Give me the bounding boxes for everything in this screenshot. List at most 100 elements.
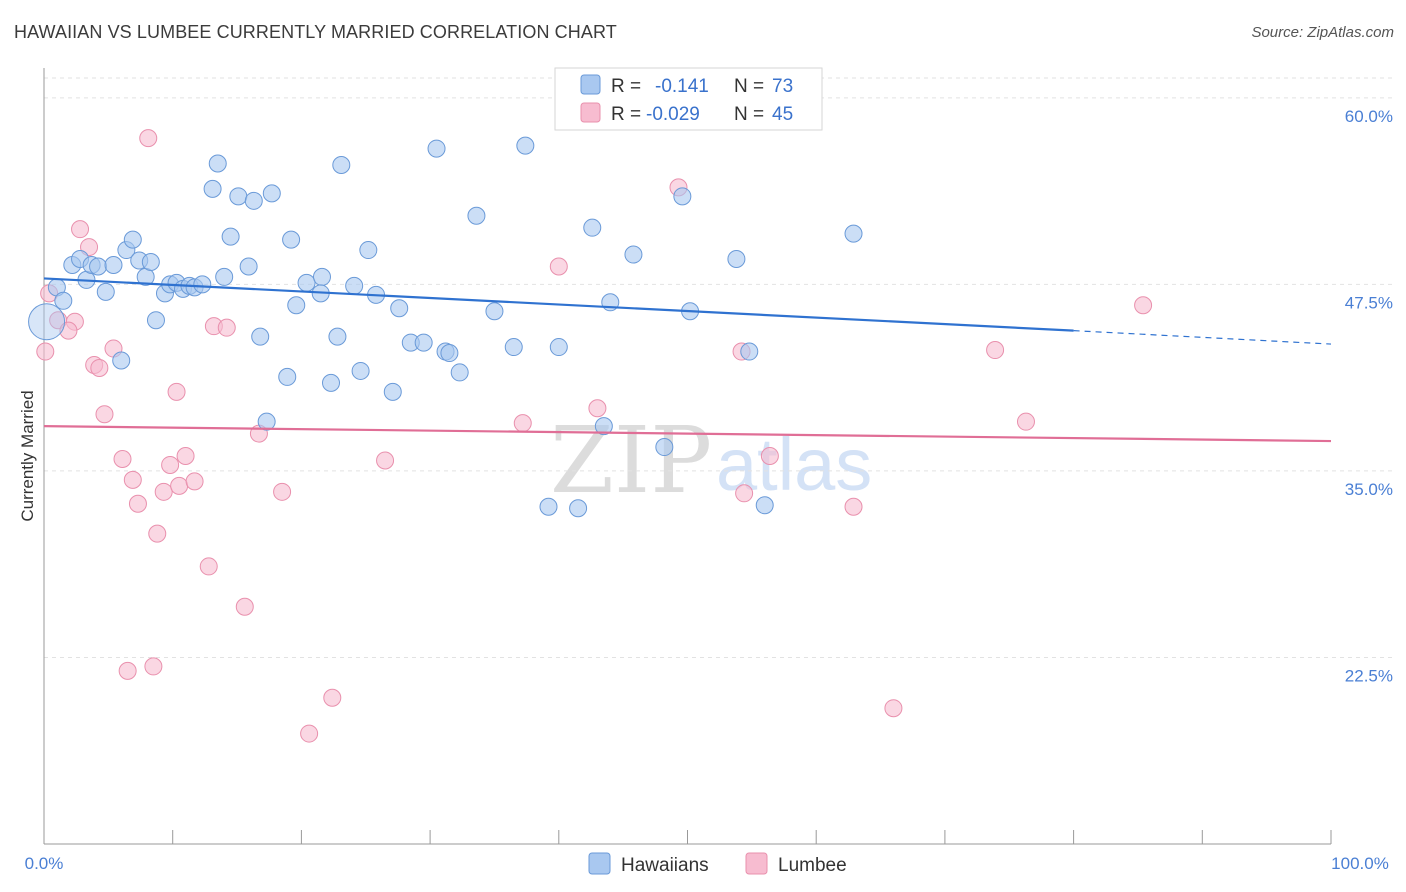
lumbee-point (323, 688, 342, 707)
hawaiians-point (583, 218, 602, 237)
legend-swatch-hawaiians (580, 74, 601, 95)
hawaiians-point (251, 327, 270, 346)
source-label: Source: ZipAtlas.com (1251, 24, 1394, 41)
x-tick-label-max: 100.0% (1331, 854, 1389, 873)
lumbee-point (148, 524, 167, 543)
hawaiians-point (549, 338, 568, 357)
hawaiians-point (594, 417, 613, 436)
hawaiians-point (112, 351, 131, 370)
y-tick-labels: 22.5% 35.0% 47.5% 60.0% (1345, 107, 1393, 686)
hawaiians-point (516, 136, 535, 155)
legend-n-label-1: N = (734, 76, 764, 97)
hawaiians-point (239, 257, 258, 276)
x-tick-label-min: 0.0% (25, 854, 64, 873)
lumbee-point (735, 484, 754, 503)
hawaiians-point (221, 227, 240, 246)
hawaiians-point (414, 333, 433, 352)
lumbee-point (128, 494, 147, 513)
hawaiians-point (351, 361, 370, 380)
lumbee-point (170, 476, 189, 495)
lumbee-point (1016, 412, 1035, 431)
series-legend-label-lumbee: Lumbee (778, 855, 847, 876)
lumbee-point (167, 382, 186, 401)
lumbee-point (144, 657, 163, 676)
lumbee-point (884, 699, 903, 718)
hawaiians-point (96, 282, 115, 301)
y-tick-label: 35.0% (1345, 480, 1393, 499)
legend-swatch-lumbee (580, 102, 601, 123)
lumbee-point (176, 447, 195, 465)
chart-title: HAWAIIAN VS LUMBEE CURRENTLY MARRIED COR… (14, 22, 617, 42)
y-tick-label: 60.0% (1345, 107, 1393, 126)
hawaiians-point (467, 206, 486, 225)
hawaiians-point (282, 230, 301, 249)
hawaiians-point (28, 303, 66, 341)
correlation-legend: R = -0.141 N = 73 R = -0.029 N = 45 (554, 67, 823, 131)
lumbee-point (113, 449, 132, 468)
hawaiians-point (485, 302, 504, 321)
lumbee-point (986, 341, 1005, 360)
hawaiians-point (755, 496, 774, 515)
hawaiians-point (262, 184, 281, 203)
lumbee-point (1134, 296, 1153, 315)
lumbee-point (123, 470, 142, 489)
lumbee-point (588, 399, 607, 418)
hawaiians-point (655, 438, 674, 457)
hawaiians-point (257, 412, 276, 431)
hawaiians-point (312, 267, 331, 286)
hawaiians-point (297, 273, 316, 292)
series-legend-swatch-hawaiians (588, 852, 611, 875)
lumbee-point (300, 724, 319, 743)
lumbee-point (235, 597, 254, 616)
hawaiians-point (278, 367, 297, 386)
lumbee-point (71, 220, 90, 239)
hawaiians-point (208, 154, 227, 173)
hawaiians-point (504, 338, 523, 357)
lumbee-points (36, 129, 1153, 743)
hawaiians-trend-extension (1073, 330, 1332, 345)
hawaiians-point (673, 187, 692, 206)
watermark-zip: ZIP (550, 407, 712, 514)
hawaiians-point (123, 230, 142, 249)
lumbee-point (760, 447, 779, 465)
series-legend: Hawaiians Lumbee (588, 852, 847, 876)
legend-n-value-2: 45 (772, 104, 793, 125)
hawaiians-point (383, 382, 402, 401)
hawaiians-point (328, 327, 347, 346)
series-legend-swatch-lumbee (745, 852, 768, 875)
hawaiians-point (215, 267, 234, 286)
trend-lines (43, 277, 1332, 443)
hawaiians-point (440, 344, 459, 363)
hawaiians-point (89, 257, 108, 276)
lumbee-point (217, 318, 236, 337)
legend-r-value-1: -0.141 (655, 76, 709, 97)
legend-n-label-2: N = (734, 104, 764, 125)
hawaiians-point (146, 311, 165, 330)
lumbee-point (154, 482, 173, 501)
y-tick-label: 22.5% (1345, 666, 1393, 685)
legend-r-label-2: R = (611, 104, 641, 125)
hawaiians-point (141, 253, 160, 271)
lumbee-point (513, 414, 532, 433)
legend-r-label-1: R = (611, 76, 641, 97)
hawaiians-point (844, 224, 863, 243)
lumbee-point (376, 451, 395, 470)
hawaiians-point (203, 179, 222, 198)
grid-lines (44, 77, 1393, 658)
lumbee-point (185, 472, 204, 491)
lumbee-point (36, 342, 55, 361)
legend-r-value-2: -0.029 (646, 104, 700, 125)
hawaiians-point (359, 241, 378, 260)
hawaiians-point (450, 363, 469, 382)
lumbee-point (118, 661, 137, 680)
hawaiians-point (427, 139, 446, 158)
lumbee-point (844, 497, 863, 516)
hawaiians-point (390, 299, 409, 318)
lumbee-point (161, 455, 180, 474)
hawaiians-point (569, 499, 588, 518)
hawaiians-point (332, 156, 351, 174)
lumbee-point (80, 238, 99, 257)
y-tick-label: 47.5% (1345, 293, 1393, 312)
hawaiians-point (322, 373, 341, 392)
hawaiians-point (193, 275, 212, 294)
